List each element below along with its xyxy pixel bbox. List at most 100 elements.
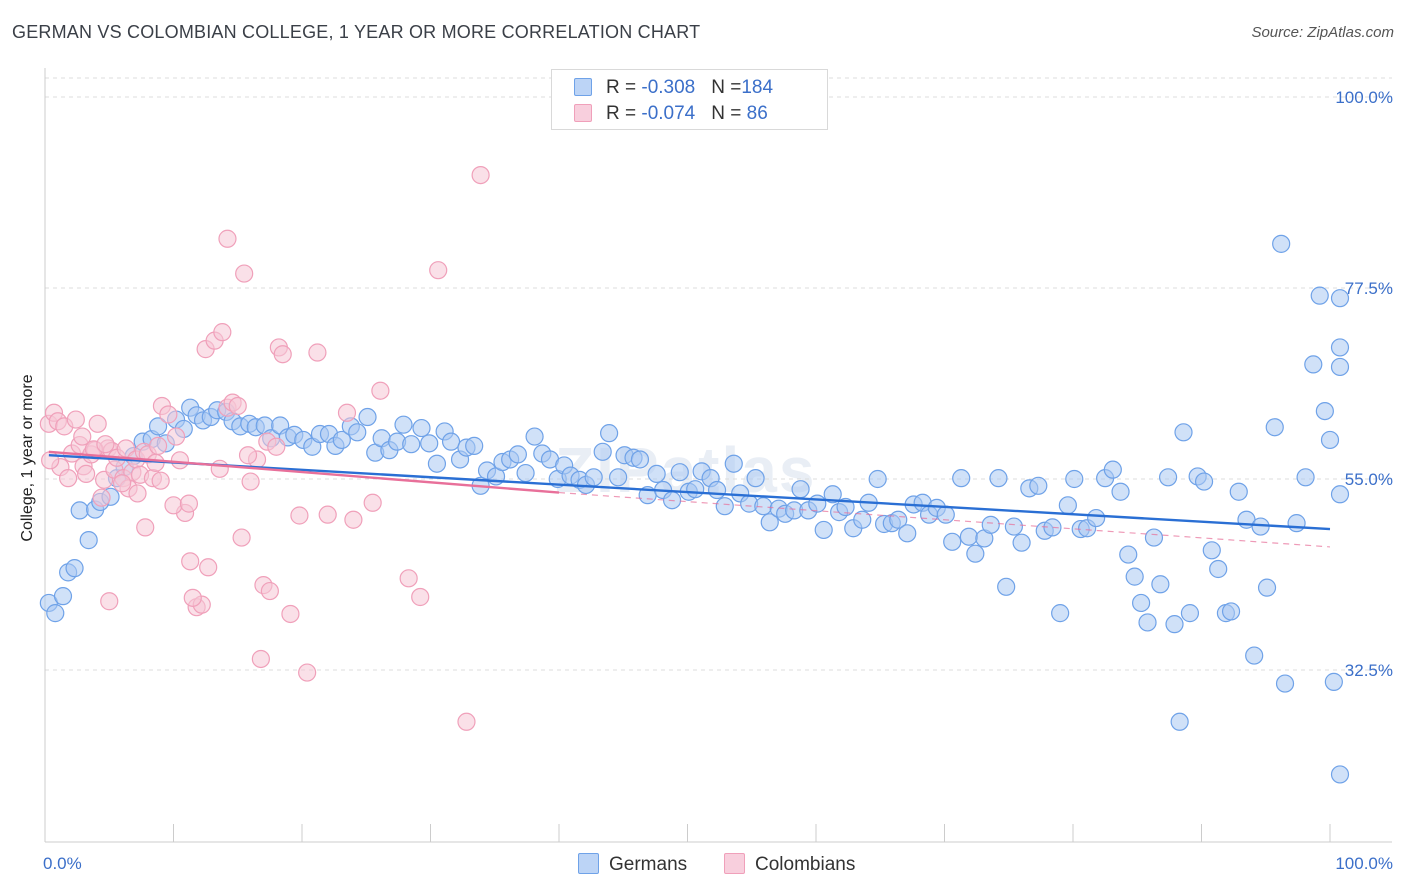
colombian-point <box>92 488 111 507</box>
legend-item-germans[interactable]: Germans <box>578 853 687 876</box>
german-point <box>1012 533 1031 552</box>
colombian-point <box>371 381 390 400</box>
legend-germans-label: Germans <box>609 854 688 875</box>
colombian-point <box>166 427 186 446</box>
colombian-point <box>308 343 327 362</box>
colombian-point <box>260 581 279 601</box>
german-point <box>402 435 421 454</box>
german-point <box>952 469 971 488</box>
colombian-point <box>344 510 363 529</box>
legend-colombians-swatch <box>724 853 745 874</box>
x-tick-label-0: 0.0% <box>43 854 82 873</box>
german-point <box>1158 468 1178 487</box>
legend-colombians-label: Colombians <box>755 854 856 875</box>
german-point <box>1087 508 1106 528</box>
german-point <box>70 501 89 520</box>
german-point <box>65 559 84 578</box>
german-point <box>1174 423 1193 442</box>
y-tick-label-0: 32.5% <box>1345 661 1393 680</box>
german-point <box>898 524 917 543</box>
colombian-point <box>136 518 155 537</box>
german-point <box>868 469 887 489</box>
germans-swatch <box>574 78 592 96</box>
german-point <box>1275 674 1295 693</box>
german-point <box>394 415 413 434</box>
german-point <box>148 417 168 436</box>
german-point <box>724 454 743 473</box>
german-point <box>600 424 619 443</box>
german-point <box>1265 418 1284 437</box>
stats-row-germans: R = -0.308 N = 184 <box>574 77 773 99</box>
german-point <box>584 468 603 487</box>
colombian-point <box>199 558 218 577</box>
german-point <box>1165 615 1184 634</box>
colombian-point <box>363 493 382 512</box>
colombian-point <box>235 264 254 283</box>
colombians-n-label: N = <box>711 103 742 124</box>
colombian-point <box>213 323 232 342</box>
colombian-point <box>181 552 200 571</box>
german-point <box>1330 289 1350 308</box>
german-point <box>1310 286 1329 305</box>
colombian-point <box>281 604 300 624</box>
german-point <box>79 531 98 550</box>
german-point <box>1330 357 1350 377</box>
german-point <box>791 480 810 499</box>
germans-n-value: 184 <box>741 77 774 98</box>
colombian-point <box>238 446 258 465</box>
german-point <box>1058 496 1077 515</box>
german-point <box>746 469 765 488</box>
legend-germans-swatch <box>578 853 599 874</box>
german-point <box>1119 545 1138 564</box>
colombian-point <box>159 405 178 424</box>
colombian-trend-line <box>48 450 560 494</box>
german-point <box>53 587 73 606</box>
german-point <box>358 407 377 427</box>
german-point <box>989 469 1008 488</box>
german-point <box>814 520 833 540</box>
german-point <box>936 505 955 524</box>
german-point <box>1043 518 1062 537</box>
german-point <box>1004 517 1023 536</box>
colombians-n-value: 86 <box>741 103 768 124</box>
german-point <box>1320 430 1340 450</box>
german-point <box>1330 485 1350 504</box>
colombian-point <box>151 471 170 490</box>
colombian-point <box>148 436 168 455</box>
german-point <box>525 427 544 446</box>
colombian-point <box>218 229 237 248</box>
german-point <box>715 497 734 516</box>
germans-n-label: N = <box>711 77 742 98</box>
german-point <box>609 468 628 487</box>
german-point <box>707 480 727 500</box>
german-point <box>1296 468 1315 487</box>
legend-item-colombians[interactable]: Colombians <box>724 853 855 876</box>
colombian-point <box>318 505 337 524</box>
german-point <box>836 497 855 517</box>
german-point <box>1180 604 1200 623</box>
stats-legend: R = -0.308 N = 184 R = -0.074 N = 86 <box>551 69 828 130</box>
german-point <box>966 544 985 563</box>
german-point <box>1029 476 1048 495</box>
german-point <box>853 510 872 529</box>
german-point <box>1315 401 1334 421</box>
german-point <box>412 418 431 438</box>
colombian-point <box>88 414 107 433</box>
german-point <box>1111 482 1130 501</box>
colombian-point <box>232 528 251 547</box>
colombian-point <box>59 469 78 488</box>
german-point <box>465 436 484 455</box>
chart-title: GERMAN VS COLOMBIAN COLLEGE, 1 YEAR OR M… <box>12 22 701 42</box>
german-point <box>1229 482 1248 501</box>
german-point <box>889 510 908 529</box>
german-point <box>441 432 461 451</box>
colombian-point <box>96 435 115 454</box>
german-point <box>1272 234 1291 253</box>
german-point <box>348 423 367 442</box>
colombians-swatch <box>574 104 592 122</box>
german-point <box>427 454 447 473</box>
colombian-point <box>273 345 292 364</box>
colombian-point <box>179 494 199 513</box>
colombian-point <box>164 496 183 515</box>
german-point <box>593 442 612 461</box>
